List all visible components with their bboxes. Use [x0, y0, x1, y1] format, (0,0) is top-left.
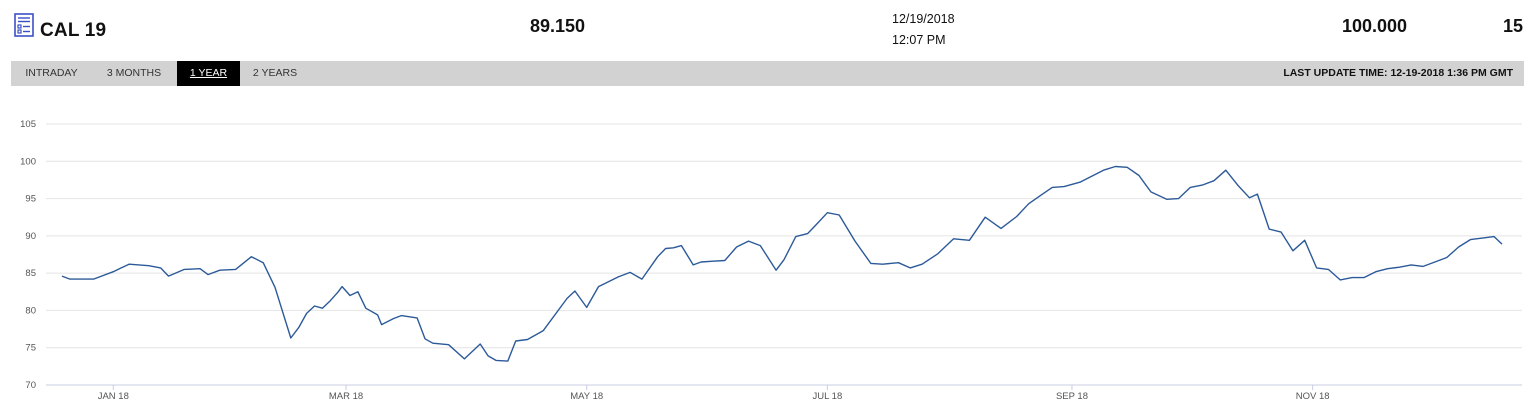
x-tick-label: JUL 18 — [812, 391, 842, 402]
x-tick-label: JAN 18 — [98, 391, 129, 402]
quantity-value: 15 — [1503, 16, 1524, 36]
x-tick-label: MAR 18 — [329, 391, 363, 402]
instrument-symbol: CAL 19 — [40, 20, 107, 41]
price-chart-svg[interactable]: 70 75 80 85 90 95 100 105 JAN 18 MAR 18 MAY 18 JUL … — [0, 100, 1536, 411]
y-tick-label: 100 — [20, 156, 36, 167]
quote-time: 12:07 PM — [892, 33, 946, 47]
range-tab-bar: INTRADAY 3 MONTHS 1 YEAR 2 YEARS LAST UP… — [11, 61, 1524, 86]
price-chart[interactable]: 70 75 80 85 90 95 100 105 JAN 18 MAR 18 MAY 18 JUL … — [0, 100, 1536, 411]
x-tick-label: SEP 18 — [1056, 391, 1088, 402]
y-tick-label: 95 — [25, 194, 36, 205]
quote-date: 12/19/2018 — [892, 12, 955, 26]
tab-2-years[interactable]: 2 YEARS — [252, 67, 298, 79]
x-tick-label: MAY 18 — [570, 391, 603, 402]
last-price: 89.150 — [530, 16, 586, 36]
tab-intraday[interactable]: INTRADAY — [25, 67, 78, 79]
y-tick-label: 90 — [25, 231, 36, 242]
y-tick-label: 80 — [25, 305, 36, 316]
document-list-icon[interactable] — [14, 13, 34, 37]
y-tick-label: 105 — [20, 119, 36, 130]
price-series-line — [61, 165, 1503, 362]
y-tick-label: 85 — [25, 268, 36, 279]
quote-datetime: 12/19/2018 12:07 PM — [892, 9, 955, 51]
y-tick-label: 70 — [25, 380, 36, 391]
y-tick-label: 75 — [25, 343, 36, 354]
x-tick-label: NOV 18 — [1296, 391, 1330, 402]
quote-header: CAL 19 89.150 12/19/2018 12:07 PM 100.00… — [0, 0, 1536, 60]
maturity-price: 100.000 — [1342, 16, 1408, 36]
last-update-time: LAST UPDATE TIME: 12-19-2018 1:36 PM GMT — [1283, 67, 1513, 79]
tab-3-months[interactable]: 3 MONTHS — [106, 67, 162, 79]
tab-1-year[interactable]: 1 YEAR — [177, 61, 240, 86]
